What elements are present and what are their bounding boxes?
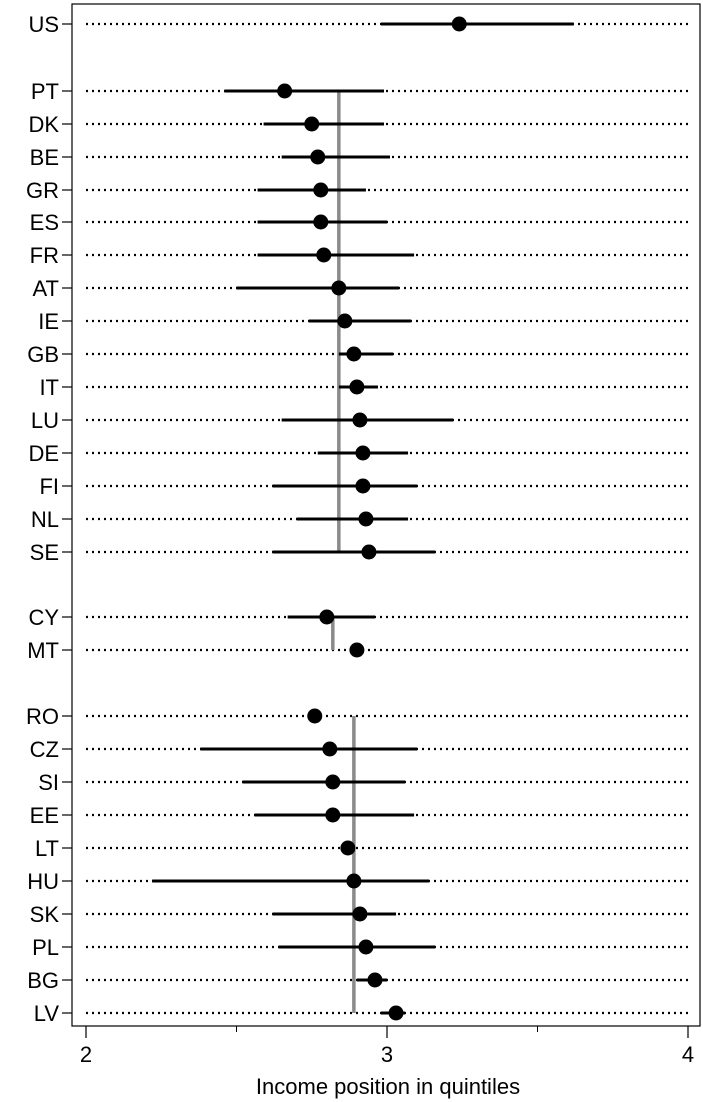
country-label: FI bbox=[39, 474, 59, 499]
estimate-point bbox=[367, 972, 383, 988]
estimate-point bbox=[316, 247, 332, 263]
country-label: EE bbox=[30, 803, 59, 828]
x-tick-label: 3 bbox=[381, 1042, 393, 1067]
estimate-point bbox=[313, 214, 329, 230]
country-label: ES bbox=[30, 210, 59, 235]
country-label: LT bbox=[35, 836, 59, 861]
country-label: RO bbox=[26, 704, 59, 729]
country-label: BE bbox=[30, 145, 59, 170]
estimate-point bbox=[358, 939, 374, 955]
estimate-point bbox=[331, 280, 347, 296]
estimate-point bbox=[352, 412, 368, 428]
country-label: NL bbox=[31, 507, 59, 532]
country-label: MT bbox=[27, 638, 59, 663]
country-label: LV bbox=[34, 1001, 60, 1026]
country-label: DK bbox=[28, 112, 59, 137]
estimate-point bbox=[355, 478, 371, 494]
estimate-point bbox=[322, 741, 338, 757]
estimate-point bbox=[277, 83, 293, 99]
country-label: CY bbox=[28, 605, 59, 630]
country-label: DE bbox=[28, 441, 59, 466]
country-label: PT bbox=[31, 79, 59, 104]
estimate-point bbox=[337, 313, 353, 329]
country-label: AT bbox=[33, 276, 59, 301]
estimate-points bbox=[277, 16, 467, 1021]
estimate-point bbox=[355, 445, 371, 461]
estimate-point bbox=[325, 774, 341, 790]
estimate-point bbox=[313, 182, 329, 198]
estimate-point bbox=[325, 807, 341, 823]
estimate-point bbox=[304, 116, 320, 132]
country-label: PL bbox=[32, 935, 59, 960]
estimate-point bbox=[358, 511, 374, 527]
country-label: BG bbox=[27, 968, 59, 993]
estimate-point bbox=[349, 642, 365, 658]
country-label: SK bbox=[30, 902, 60, 927]
country-label: CZ bbox=[30, 737, 59, 762]
estimate-point bbox=[349, 379, 365, 395]
estimate-point bbox=[451, 16, 467, 32]
estimate-point bbox=[319, 609, 335, 625]
country-label: GB bbox=[27, 342, 59, 367]
country-label: FR bbox=[30, 243, 59, 268]
plot-frame bbox=[71, 3, 701, 1027]
country-label: SE bbox=[30, 540, 59, 565]
country-label: GR bbox=[26, 178, 59, 203]
estimate-point bbox=[346, 346, 362, 362]
country-label: SI bbox=[38, 770, 59, 795]
country-label: HU bbox=[27, 869, 59, 894]
country-label: LU bbox=[31, 408, 59, 433]
x-axis: 2 3 4 bbox=[80, 1026, 694, 1067]
estimate-point bbox=[340, 840, 356, 856]
estimate-point bbox=[388, 1005, 404, 1021]
x-tick-label: 2 bbox=[80, 1042, 92, 1067]
estimate-point bbox=[310, 149, 326, 165]
estimate-point bbox=[361, 544, 377, 560]
country-label: IT bbox=[39, 375, 59, 400]
country-label: IE bbox=[38, 309, 59, 334]
country-labels: US PT DK BE GR ES FR AT IE GB IT LU DE FI NL SE CY MT RO CZ… bbox=[26, 12, 72, 1026]
estimate-point bbox=[346, 873, 362, 889]
country-label: US bbox=[28, 12, 59, 37]
x-axis-title: Income position in quintiles bbox=[256, 1074, 520, 1099]
x-tick-label: 4 bbox=[682, 1042, 694, 1067]
estimate-point bbox=[352, 906, 368, 922]
estimate-point bbox=[307, 708, 323, 724]
